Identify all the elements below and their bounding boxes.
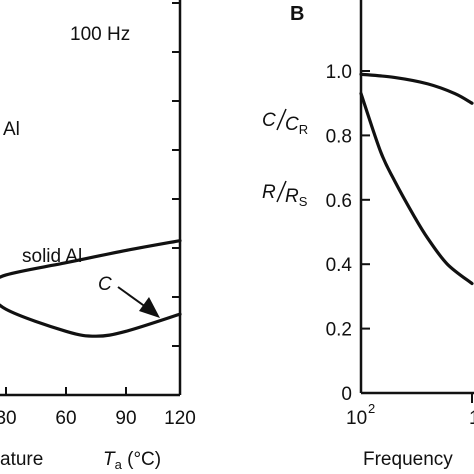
ylabel-top-sub: R xyxy=(299,122,308,137)
panel-a-x-label: ature Ta (°C) xyxy=(0,449,161,472)
x-tick-exponent: 2 xyxy=(368,401,375,416)
x-tick-base: 10 xyxy=(346,408,367,429)
panel-b-y-ticks xyxy=(361,70,370,394)
panel-a-x-tick-label: 30 xyxy=(0,408,17,429)
xlabel-subscript: a xyxy=(115,457,123,472)
panel-b-y-tick-label: 1.0 xyxy=(326,62,352,83)
ylabel-top-den: C xyxy=(285,114,299,135)
panel-a-x-label-text: Ta (°C) xyxy=(103,449,161,472)
panel-b-letter: B xyxy=(290,3,304,25)
panel-b: B 1.00.80.60.40.20 C CR R RS 10 2 1 Freq… xyxy=(262,0,474,470)
panel-a-x-ticks xyxy=(5,387,181,395)
panel-b-y-label-top: C CR xyxy=(262,108,308,137)
panel-b-series xyxy=(359,72,474,286)
panel-a-y-ticks xyxy=(172,2,180,396)
panel-b-series-line-0 xyxy=(359,72,474,105)
x-tick-partial: 1 xyxy=(469,408,474,429)
panel-b-y-tick-label: 0.2 xyxy=(326,320,352,341)
panel-b-y-tick-label: 0.4 xyxy=(326,255,353,276)
panel-a-x-label-fragment: ature xyxy=(0,449,43,470)
panel-b-series-line-1 xyxy=(359,91,474,286)
xlabel-unit: (°C) xyxy=(122,449,161,470)
annotation-c-arrow xyxy=(117,286,160,318)
panel-b-y-tick-label: 0.8 xyxy=(326,126,352,147)
ylabel-bottom-numerator: R xyxy=(262,182,276,203)
annotation-solid-al: solid Al xyxy=(22,246,82,267)
ylabel-bottom-den: R xyxy=(285,186,299,207)
panel-a-x-tick-label: 60 xyxy=(55,408,76,429)
panel-b-y-tick-label: 0.6 xyxy=(326,191,352,212)
panel-a-x-tick-label: 90 xyxy=(115,408,136,429)
panel-b-x-label: Frequency xyxy=(363,449,453,470)
panel-a: 30 60 90 120 100 Hz Al solid Al C ature Ta … xyxy=(0,0,196,472)
panel-a-x-tick-label: 120 xyxy=(164,408,196,429)
panel-a-series-line-0 xyxy=(0,239,182,279)
ylabel-bottom-sub: S xyxy=(299,194,308,209)
ylabel-bottom-denominator: RS xyxy=(285,186,308,209)
annotation-c: C xyxy=(98,274,112,295)
panel-a-series xyxy=(0,239,182,338)
ylabel-top-numerator: C xyxy=(262,110,276,131)
panel-a-series-line-1 xyxy=(0,303,182,338)
panel-b-y-tick-label: 0 xyxy=(341,384,352,405)
frequency-label: 100 Hz xyxy=(70,24,130,45)
panel-a-x-tick-labels: 30 60 90 120 xyxy=(0,408,196,429)
annotation-al: Al xyxy=(3,119,20,140)
panel-b-x-tick-label-first: 10 2 xyxy=(346,401,375,429)
xlabel-symbol: T xyxy=(103,449,116,470)
panel-b-y-label-bottom: R RS xyxy=(262,180,308,209)
ylabel-top-denominator: CR xyxy=(285,114,308,137)
panel-b-y-tick-labels: 1.0 0.8 0.6 0.4 0.2 0 xyxy=(326,62,353,405)
